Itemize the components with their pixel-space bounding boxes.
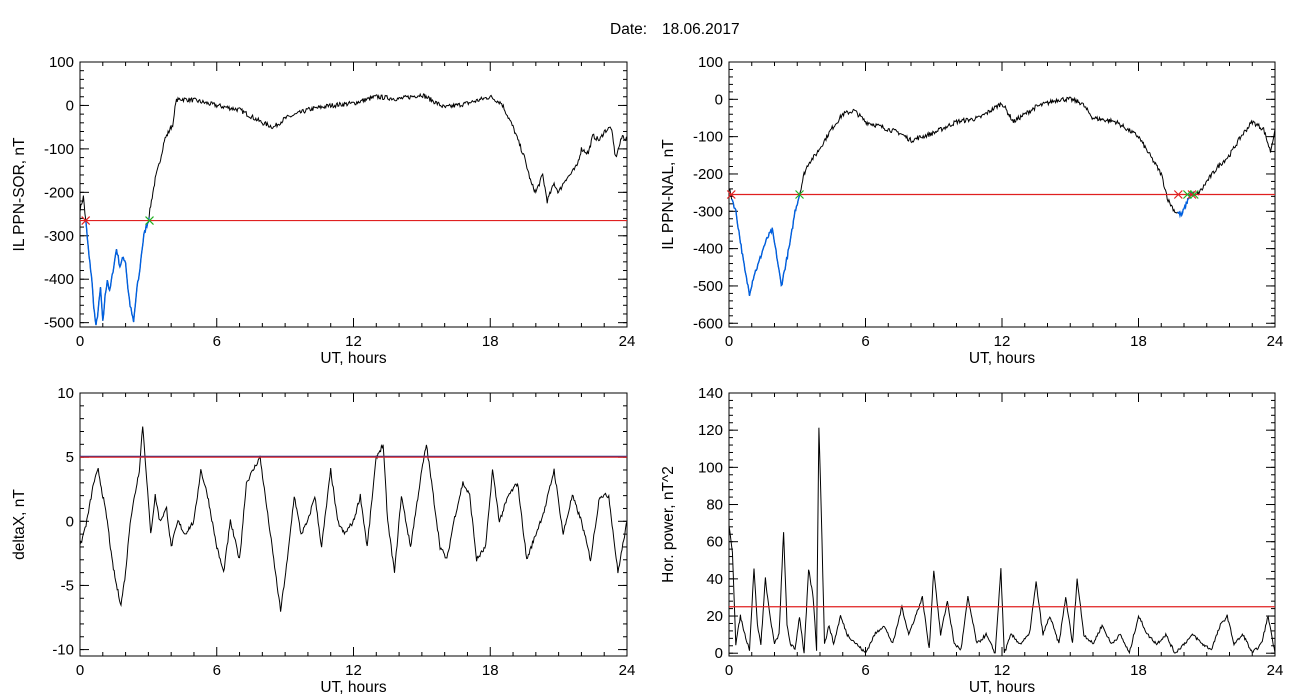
x-tick-label: 18 — [482, 333, 499, 350]
date-label: Date: — [610, 21, 647, 38]
x-tick-label: 0 — [725, 662, 733, 679]
event-start-marker — [81, 216, 91, 225]
x-axis-label: UT, hours — [320, 350, 387, 367]
event-end-marker — [145, 216, 154, 225]
y-tick-label: -200 — [44, 184, 74, 201]
x-tick-label: 0 — [76, 662, 84, 679]
chart-il-ppn-sor: 0 6 12 18 24 100 0 -100 -200 -300 -400 -500 UT, hour… — [11, 54, 635, 367]
y-tick-label: 40 — [706, 571, 723, 588]
x-tick-label: 18 — [482, 662, 499, 679]
y-tick-label: -400 — [44, 271, 74, 288]
y-tick-label: 80 — [706, 497, 723, 514]
x-tick-label: 12 — [345, 333, 362, 350]
y-tick-label: -400 — [693, 241, 723, 258]
x-tick-label: 0 — [76, 333, 84, 350]
y-tick-label: -100 — [44, 141, 74, 158]
x-tick-label: 12 — [994, 333, 1011, 350]
x-tick-label: 6 — [861, 333, 869, 350]
y-tick-label: -200 — [693, 166, 723, 183]
y-tick-label: 0 — [715, 91, 723, 108]
x-tick-label: 6 — [213, 333, 221, 350]
y-tick-label: 5 — [66, 449, 74, 466]
y-axis-label: IL PPN-NAL, nT — [660, 139, 677, 250]
plot-frame — [79, 392, 628, 657]
x-axis-label: UT, hours — [320, 679, 387, 696]
x-tick-label: 0 — [725, 333, 733, 350]
plot-frame — [728, 392, 1276, 657]
data-trace — [80, 92, 627, 326]
y-tick-label: 140 — [698, 385, 723, 402]
y-tick-label: 100 — [698, 459, 723, 476]
y-tick-label: -500 — [693, 278, 723, 295]
y-tick-label: 0 — [66, 513, 74, 530]
event-end-marker — [1189, 190, 1199, 199]
event-trace — [731, 195, 801, 296]
y-tick-label: -300 — [44, 228, 74, 245]
chart-delta-x: 0 6 12 18 24 10 5 0 -5 -10 UT, hours deltaX, nT — [11, 385, 635, 696]
x-tick-label: 6 — [861, 662, 869, 679]
y-axis-label: deltaX, nT — [11, 489, 28, 560]
y-axis-label: Hor. power, nT^2 — [660, 466, 677, 583]
event-end-marker — [795, 190, 804, 199]
y-tick-label: 20 — [706, 608, 723, 625]
y-tick-label: -100 — [693, 129, 723, 146]
x-tick-label: 18 — [1130, 333, 1147, 350]
x-tick-label: 18 — [1130, 662, 1147, 679]
y-axis-label: IL PPN-SOR, nT — [11, 137, 28, 252]
chart-il-ppn-nal: 0 6 12 18 24 100 0 -100 -200 -300 -400 -500 -600 UT, … — [660, 54, 1283, 367]
chart-horizontal-power: 0 6 12 18 24 140 120 100 80 60 40 20 0 UT, hours Hor. … — [660, 385, 1283, 696]
event-end-marker — [1182, 190, 1192, 199]
y-tick-label: 100 — [49, 54, 74, 71]
x-tick-label: 24 — [619, 662, 636, 679]
y-tick-label: 100 — [698, 54, 723, 71]
y-tick-label: 10 — [57, 385, 74, 402]
y-tick-label: -5 — [61, 577, 74, 594]
data-trace — [80, 426, 627, 612]
x-tick-label: 12 — [994, 662, 1011, 679]
event-start-marker — [726, 190, 736, 199]
x-tick-label: 24 — [619, 333, 636, 350]
x-axis-label: UT, hours — [969, 679, 1036, 696]
y-tick-label: 120 — [698, 422, 723, 439]
date-value: 18.06.2017 — [662, 21, 740, 38]
y-tick-label: 0 — [715, 645, 723, 662]
x-axis-label: UT, hours — [969, 350, 1036, 367]
x-tick-label: 24 — [1267, 333, 1284, 350]
y-tick-label: 0 — [66, 97, 74, 114]
y-tick-label: -10 — [52, 642, 74, 659]
y-tick-label: -300 — [693, 203, 723, 220]
data-trace — [729, 427, 1275, 655]
x-tick-label: 24 — [1267, 662, 1284, 679]
event-trace — [85, 217, 150, 326]
y-tick-label: -500 — [44, 315, 74, 332]
x-tick-label: 12 — [345, 662, 362, 679]
event-start-marker — [1173, 190, 1183, 199]
x-tick-label: 6 — [213, 662, 221, 679]
y-tick-label: 60 — [706, 534, 723, 551]
y-tick-label: -600 — [693, 315, 723, 332]
